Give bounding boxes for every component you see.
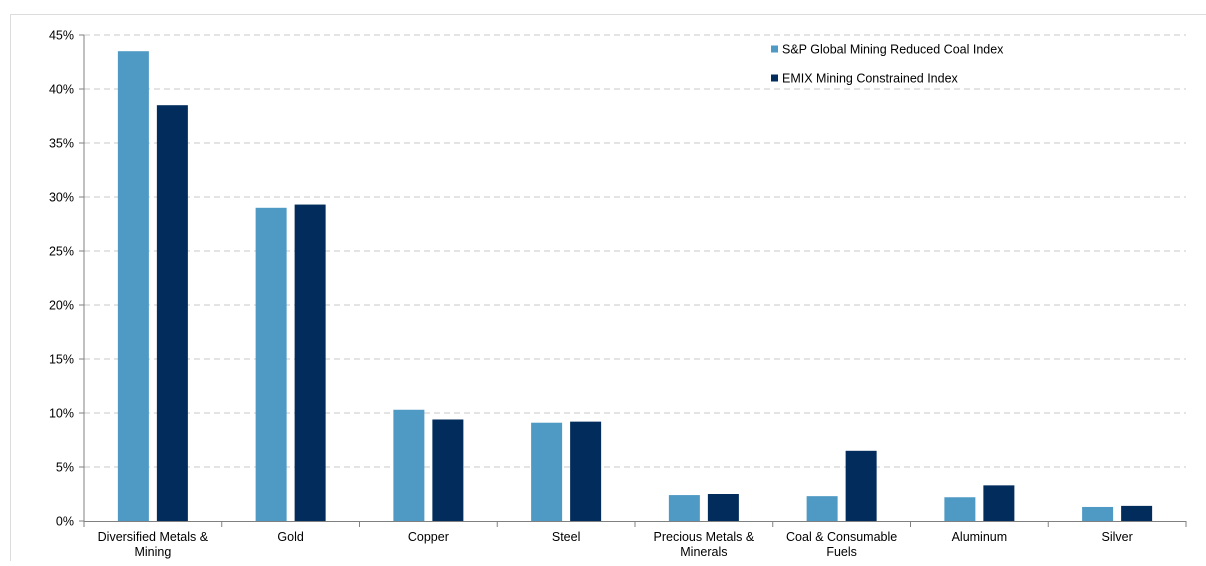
y-tick-label: 15% xyxy=(49,353,74,367)
x-axis-tick-labels: Diversified Metals & Mining Gold Copper Stee… xyxy=(98,530,1133,559)
x-tick-label: Aluminum xyxy=(952,530,1008,544)
bar-sp-global xyxy=(393,409,425,521)
bar-emix xyxy=(707,494,739,521)
x-tick-label-line: Steel xyxy=(552,530,581,544)
x-tick-label-line: Gold xyxy=(277,530,303,544)
bar-emix xyxy=(845,450,877,521)
legend: S&P Global Mining Reduced Coal Index EMIX… xyxy=(771,43,1004,86)
x-tick-label: Silver xyxy=(1101,530,1132,544)
x-tick-label-line: Fuels xyxy=(826,545,857,559)
bar-sp-global xyxy=(531,422,563,521)
y-tick-label: 35% xyxy=(49,137,74,151)
y-tick-label: 20% xyxy=(49,299,74,313)
x-tick-label: Diversified Metals & Mining xyxy=(98,530,209,559)
x-tick-label-line: Silver xyxy=(1101,530,1132,544)
bar-emix xyxy=(1121,505,1153,521)
frame-top-rule xyxy=(10,14,1206,15)
legend-swatch xyxy=(771,74,778,82)
x-tick-label: Copper xyxy=(408,530,449,544)
y-axis-tick-labels: 0% 5% 10% 15% 20% 25% 30% 35% 40% 45% xyxy=(49,29,74,529)
x-tick-label-line: Copper xyxy=(408,530,449,544)
axes xyxy=(79,34,1187,527)
bar-emix xyxy=(983,485,1015,521)
x-tick-label: Coal & Consumable Fuels xyxy=(786,530,897,559)
legend-label: S&P Global Mining Reduced Coal Index xyxy=(782,43,1004,57)
bar-sp-global xyxy=(1082,506,1114,521)
y-tick-label: 10% xyxy=(49,407,74,421)
y-tick-label: 30% xyxy=(49,191,74,205)
gridlines xyxy=(84,34,1186,468)
legend-swatch xyxy=(771,45,778,53)
y-tick-label: 40% xyxy=(49,83,74,97)
y-tick-label: 25% xyxy=(49,245,74,259)
x-tick-label-line: Minerals xyxy=(680,545,727,559)
bar-sp-global xyxy=(255,207,287,522)
y-tick-label: 5% xyxy=(56,461,74,475)
y-tick-label: 45% xyxy=(49,29,74,43)
y-tick-label: 0% xyxy=(56,515,74,529)
bar-emix xyxy=(294,204,326,521)
x-tick-label: Steel xyxy=(552,530,581,544)
x-tick-label-line: Coal & Consumable xyxy=(786,530,897,544)
bar-emix xyxy=(156,105,188,521)
bars xyxy=(117,51,1153,522)
bar-sp-global xyxy=(806,496,838,521)
bar-sp-global xyxy=(944,497,976,521)
x-tick-label: Precious Metals & Minerals xyxy=(654,530,755,559)
x-tick-label-line: Mining xyxy=(134,545,171,559)
x-tick-label-line: Diversified Metals & xyxy=(98,530,209,544)
bar-emix xyxy=(570,421,602,521)
x-tick-label: Gold xyxy=(277,530,303,544)
bar-sp-global xyxy=(668,495,700,521)
bar-sp-global xyxy=(117,51,149,521)
x-tick-label-line: Aluminum xyxy=(952,530,1008,544)
legend-label: EMIX Mining Constrained Index xyxy=(782,72,959,86)
bar-emix xyxy=(432,419,464,521)
frame-left-rule xyxy=(10,14,11,561)
x-tick-label-line: Precious Metals & xyxy=(654,530,755,544)
